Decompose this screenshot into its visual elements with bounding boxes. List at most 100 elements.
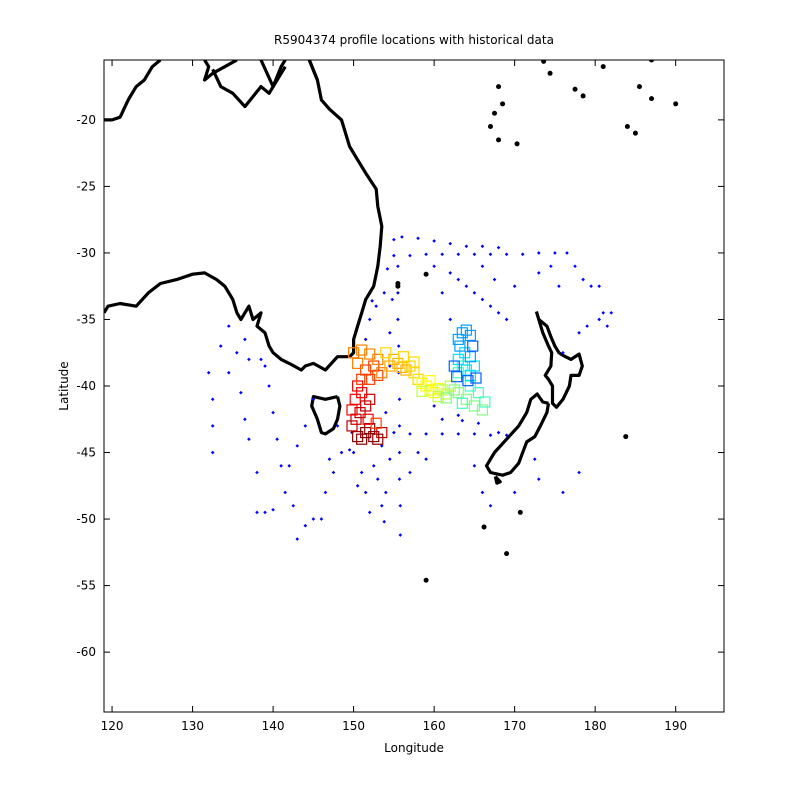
profile-marker [464, 329, 476, 342]
historical-point [259, 357, 263, 362]
profile-marker [354, 407, 366, 419]
historical-point [416, 450, 420, 455]
profile-marker [356, 344, 368, 356]
island-mark [500, 101, 506, 107]
y-tick-label: -35 [76, 312, 96, 326]
island-mark [649, 96, 655, 102]
island-mark [636, 84, 642, 90]
historical-point [456, 413, 461, 418]
y-tick-label: -30 [76, 246, 96, 260]
island-mark [423, 271, 429, 277]
historical-point [432, 404, 436, 408]
historical-point [456, 432, 461, 436]
historical-point [206, 370, 211, 375]
historical-point [605, 324, 610, 328]
y-axis: -20 -25 -30 -35 -40 -45 -50 -55 -60 [76, 113, 724, 659]
island-mark [395, 283, 401, 289]
historical-point [565, 251, 569, 255]
historical-point [396, 291, 400, 295]
profile-marker [368, 360, 380, 372]
profile-marker [356, 387, 368, 399]
historical-point [557, 284, 561, 289]
historical-point [488, 252, 493, 257]
profile-marker [436, 384, 448, 396]
historical-point [263, 510, 267, 515]
historical-point [303, 424, 308, 428]
historical-point [397, 477, 402, 481]
profile-marker [397, 351, 410, 363]
island-mark [492, 110, 498, 116]
historical-point [271, 507, 275, 512]
historical-point [271, 410, 275, 415]
profile-marker [349, 393, 361, 405]
x-tick-label: 190 [664, 719, 687, 733]
historical-point [597, 317, 601, 322]
island-mark [649, 60, 655, 63]
historical-point [504, 317, 509, 322]
x-tick-label: 120 [101, 719, 124, 733]
historical-point [384, 490, 388, 495]
x-tick-label: 150 [342, 719, 365, 733]
historical-point [370, 299, 374, 303]
historical-point [472, 464, 477, 468]
historical-point [537, 271, 541, 275]
profile-marker [416, 377, 428, 389]
historical-point [379, 503, 384, 508]
profile-marker [412, 373, 424, 385]
historical-point [448, 241, 453, 246]
historical-point [472, 252, 477, 257]
historical-point [396, 344, 401, 348]
historical-point [597, 284, 601, 289]
historical-point [279, 464, 283, 468]
profile-marker [392, 357, 404, 369]
historical-data-layer [206, 235, 614, 541]
profile-marker [432, 391, 444, 403]
profile-marker [428, 387, 440, 399]
profile-marker [479, 396, 491, 408]
historical-point [392, 430, 396, 435]
coastline-segment [211, 65, 287, 109]
historical-point [388, 330, 392, 335]
historical-point [323, 490, 328, 495]
coastline-segment [203, 60, 238, 82]
profile-marker [448, 360, 460, 372]
historical-point [379, 444, 384, 448]
historical-point [397, 424, 402, 428]
historical-point [496, 245, 501, 250]
island-mark [481, 524, 487, 530]
coastline-segment [307, 60, 319, 81]
historical-point [359, 470, 364, 475]
y-axis-label: Latitude [57, 361, 71, 410]
historical-point [424, 252, 428, 257]
island-mark [623, 434, 629, 440]
profile-marker [468, 360, 480, 372]
historical-point [561, 350, 565, 355]
historical-point [363, 490, 368, 495]
historical-point [537, 477, 541, 481]
profile-marker [364, 373, 376, 385]
x-tick-label: 140 [262, 719, 285, 733]
historical-point [448, 317, 453, 322]
profile-marker [444, 380, 456, 392]
island-mark [423, 577, 429, 583]
profile-marker [370, 417, 382, 429]
profile-marker [400, 364, 412, 376]
historical-point [488, 503, 493, 508]
profile-marker [372, 369, 384, 381]
historical-point [480, 264, 485, 269]
x-axis: 120 130 140 150 160 170 180 190 [101, 60, 687, 733]
historical-point [398, 533, 403, 537]
profile-marker [424, 375, 436, 387]
historical-point [243, 417, 247, 422]
historical-point [247, 357, 251, 362]
historical-point [396, 317, 400, 322]
historical-point [577, 330, 581, 335]
profile-marker [360, 364, 372, 376]
profile-marker [362, 413, 374, 425]
historical-point [408, 432, 412, 436]
y-tick-label: -25 [76, 179, 96, 193]
historical-point [382, 291, 387, 295]
island-mark [487, 124, 493, 130]
historical-point [218, 344, 223, 348]
historical-point [367, 510, 372, 515]
